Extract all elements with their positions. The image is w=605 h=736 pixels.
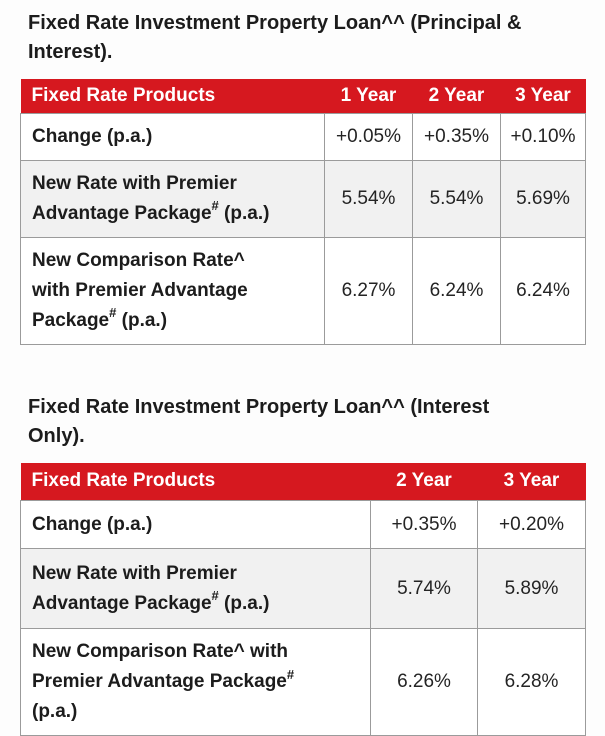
title-line: Interest). bbox=[28, 38, 585, 67]
hash-superscript: # bbox=[109, 305, 116, 320]
principal-interest-section: Fixed Rate Investment Property Loan^^ (P… bbox=[20, 9, 585, 345]
label-line: Package# (p.a.) bbox=[32, 306, 316, 336]
comparison-rate-2-year-value: 6.24% bbox=[413, 237, 501, 344]
change-2-year-value: +0.35% bbox=[371, 501, 478, 549]
title-line: Fixed Rate Investment Property Loan^^ (P… bbox=[28, 9, 585, 38]
row-label-new-rate: New Rate with Premier Advantage Package#… bbox=[21, 549, 371, 629]
section-title-interest-only: Fixed Rate Investment Property Loan^^ (I… bbox=[20, 393, 585, 451]
change-3-year-value: +0.10% bbox=[501, 113, 586, 160]
header-3-year: 3 Year bbox=[478, 463, 586, 501]
row-label-change: Change (p.a.) bbox=[21, 501, 371, 549]
header-1-year: 1 Year bbox=[325, 79, 413, 113]
new-rate-2-year-value: 5.74% bbox=[371, 549, 478, 629]
label-line: Advantage Package# (p.a.) bbox=[32, 589, 362, 619]
table-row-change: Change (p.a.) +0.35% +0.20% bbox=[21, 501, 586, 549]
label-line: New Comparison Rate^ with bbox=[32, 637, 362, 667]
table-row-change: Change (p.a.) +0.05% +0.35% +0.10% bbox=[21, 113, 586, 160]
interest-only-section: Fixed Rate Investment Property Loan^^ (I… bbox=[20, 393, 585, 736]
change-1-year-value: +0.05% bbox=[325, 113, 413, 160]
label-line: Change (p.a.) bbox=[32, 122, 316, 152]
table-row-new-rate: New Rate with Premier Advantage Package#… bbox=[21, 160, 586, 237]
row-label-new-comparison-rate: New Comparison Rate^ with Premier Advant… bbox=[21, 629, 371, 736]
comparison-rate-1-year-value: 6.27% bbox=[325, 237, 413, 344]
row-label-change: Change (p.a.) bbox=[21, 113, 325, 160]
header-2-year: 2 Year bbox=[371, 463, 478, 501]
label-line: New Rate with Premier bbox=[32, 559, 362, 589]
label-line: Change (p.a.) bbox=[32, 510, 362, 540]
title-line: Only). bbox=[28, 422, 585, 451]
interest-only-rates-table: Fixed Rate Products 2 Year 3 Year Change… bbox=[20, 463, 586, 736]
rates-content: Fixed Rate Investment Property Loan^^ (P… bbox=[20, 9, 605, 736]
new-rate-3-year-value: 5.89% bbox=[478, 549, 586, 629]
hash-superscript: # bbox=[287, 667, 294, 682]
table-header-row: Fixed Rate Products 1 Year 2 Year 3 Year bbox=[21, 79, 586, 113]
new-rate-3-year-value: 5.69% bbox=[501, 160, 586, 237]
hash-superscript: # bbox=[212, 588, 219, 603]
title-line: Fixed Rate Investment Property Loan^^ (I… bbox=[28, 393, 585, 422]
header-2-year: 2 Year bbox=[413, 79, 501, 113]
section-title-principal-interest: Fixed Rate Investment Property Loan^^ (P… bbox=[20, 9, 585, 67]
change-3-year-value: +0.20% bbox=[478, 501, 586, 549]
table-header-row: Fixed Rate Products 2 Year 3 Year bbox=[21, 463, 586, 501]
row-label-new-rate: New Rate with Premier Advantage Package#… bbox=[21, 160, 325, 237]
label-line: Premier Advantage Package# bbox=[32, 667, 362, 697]
principal-interest-rates-table: Fixed Rate Products 1 Year 2 Year 3 Year… bbox=[20, 79, 586, 345]
header-fixed-rate-products: Fixed Rate Products bbox=[21, 463, 371, 501]
table-row-new-comparison-rate: New Comparison Rate^ with Premier Advant… bbox=[21, 237, 586, 344]
table-row-new-comparison-rate: New Comparison Rate^ with Premier Advant… bbox=[21, 629, 586, 736]
label-line: Advantage Package# (p.a.) bbox=[32, 199, 316, 229]
hash-superscript: # bbox=[212, 198, 219, 213]
table-row-new-rate: New Rate with Premier Advantage Package#… bbox=[21, 549, 586, 629]
comparison-rate-3-year-value: 6.28% bbox=[478, 629, 586, 736]
label-line: with Premier Advantage bbox=[32, 276, 316, 306]
change-2-year-value: +0.35% bbox=[413, 113, 501, 160]
comparison-rate-3-year-value: 6.24% bbox=[501, 237, 586, 344]
new-rate-2-year-value: 5.54% bbox=[413, 160, 501, 237]
row-label-new-comparison-rate: New Comparison Rate^ with Premier Advant… bbox=[21, 237, 325, 344]
label-line: New Comparison Rate^ bbox=[32, 246, 316, 276]
label-line: (p.a.) bbox=[32, 697, 362, 727]
label-line: New Rate with Premier bbox=[32, 169, 316, 199]
comparison-rate-2-year-value: 6.26% bbox=[371, 629, 478, 736]
header-fixed-rate-products: Fixed Rate Products bbox=[21, 79, 325, 113]
new-rate-1-year-value: 5.54% bbox=[325, 160, 413, 237]
header-3-year: 3 Year bbox=[501, 79, 586, 113]
